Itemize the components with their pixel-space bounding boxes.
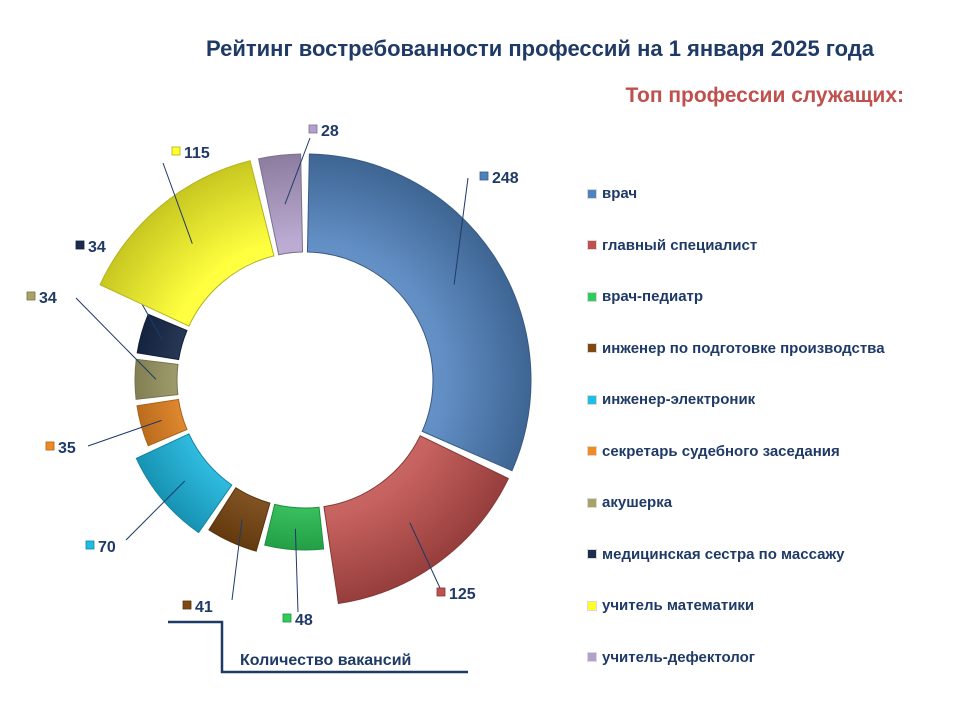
legend-label: инженер-электроник (602, 391, 756, 409)
data-label: 248 (492, 170, 519, 187)
legend-item: инженер по подготовке производства (588, 323, 948, 375)
legend-swatch (588, 292, 596, 301)
donut-slice (306, 153, 532, 472)
legend-label: секретарь судебного заседания (602, 442, 840, 460)
legend-label: акушерка (602, 494, 673, 512)
data-label: 35 (58, 440, 76, 457)
axis-caption: Количество вакансий (240, 652, 412, 669)
data-label: 115 (184, 145, 210, 162)
donut-slice (136, 398, 188, 447)
data-label: 28 (321, 123, 339, 140)
data-label: 70 (98, 539, 116, 556)
leader-line (294, 528, 299, 613)
legend-label: врач (602, 185, 638, 203)
chart-title: Рейтинг востребованности профессий на 1 … (205, 36, 875, 61)
legend-item: учитель-дефектолог (588, 632, 948, 684)
leader-line (75, 297, 157, 380)
chart-subtitle: Топ профессии служащих: (625, 84, 904, 107)
caption-bracket (168, 620, 468, 674)
value-marker (308, 124, 318, 134)
legend-item: медицинская сестра по массажу (588, 529, 948, 581)
donut-slice (323, 435, 510, 605)
legend-swatch (588, 395, 596, 404)
legend-item: акушерка (588, 477, 948, 529)
legend-item: врач (588, 168, 948, 220)
leader-line (453, 177, 469, 285)
legend-label: медицинская сестра по массажу (602, 545, 845, 563)
legend-label: главный специалист (602, 236, 758, 254)
legend: врач главный специалист врач-педиатр инжене… (588, 168, 948, 683)
legend-item: главный специалист (588, 220, 948, 272)
legend-label: учитель математики (602, 597, 755, 615)
donut-slice (135, 433, 233, 534)
leader-line (125, 480, 186, 541)
leader-line (87, 419, 162, 447)
legend-swatch (588, 344, 596, 353)
value-marker (171, 146, 181, 156)
legend-swatch (588, 189, 596, 198)
data-label: 34 (88, 239, 106, 256)
value-marker (182, 600, 192, 610)
legend-swatch (588, 653, 596, 662)
value-marker (282, 613, 292, 623)
legend-item: учитель математики (588, 580, 948, 632)
legend-label: врач-педиатр (602, 288, 704, 306)
legend-label: учитель-дефектолог (602, 648, 756, 666)
legend-swatch (588, 498, 596, 507)
value-marker (45, 441, 55, 451)
donut-slice (264, 503, 325, 551)
leader-line (409, 522, 441, 589)
legend-swatch (588, 601, 596, 610)
leader-line (162, 162, 193, 244)
legend-label: инженер по подготовке производства (602, 339, 885, 357)
value-marker (75, 240, 85, 250)
leader-line (231, 519, 243, 601)
value-marker (479, 171, 489, 181)
legend-swatch (588, 241, 596, 250)
donut-slice (257, 153, 304, 256)
leader-line (284, 137, 311, 205)
legend-swatch (588, 447, 596, 456)
donut-slice (208, 487, 271, 552)
legend-item: врач-педиатр (588, 271, 948, 323)
donut-slice (99, 160, 275, 327)
value-marker (436, 587, 446, 597)
legend-item: секретарь судебного заседания (588, 426, 948, 478)
donut-slice (136, 313, 188, 361)
data-label: 125 (449, 586, 476, 603)
value-marker (85, 540, 95, 550)
legend-swatch (588, 550, 596, 559)
data-label: 48 (295, 612, 313, 629)
value-marker (26, 291, 36, 301)
data-label: 34 (39, 290, 57, 307)
data-label: 41 (195, 599, 213, 616)
legend-item: инженер-электроник (588, 374, 948, 426)
